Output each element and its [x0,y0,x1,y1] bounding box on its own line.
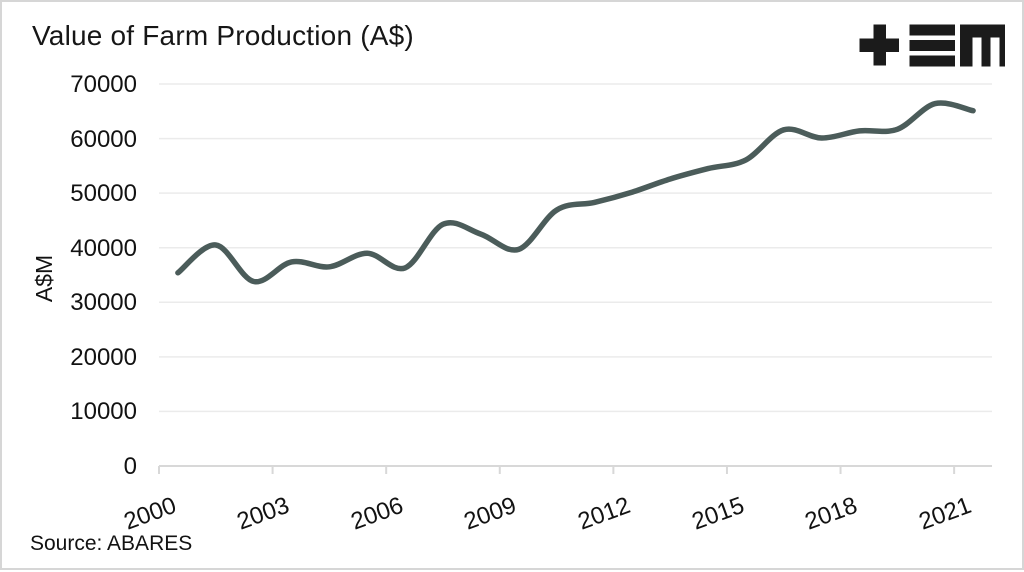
farm-production-line [175,100,976,285]
y-tick-label: 50000 [70,180,137,208]
y-tick-label: 30000 [70,289,137,317]
chart-title: Value of Farm Production (A$) [32,20,414,51]
y-tick-label: 70000 [70,71,137,98]
y-tick-label: 40000 [70,234,137,262]
m-icon [960,24,1005,67]
triple-bar-icon [909,24,955,67]
tem-logo [859,24,1005,67]
y-tick-label: 0 [123,453,137,480]
plus-icon [859,24,899,66]
source-note: Source: ABARES [30,532,193,555]
y-tick-label: 10000 [70,398,137,426]
y-tick-label: 60000 [70,125,137,153]
y-tick-label: 20000 [70,343,137,371]
